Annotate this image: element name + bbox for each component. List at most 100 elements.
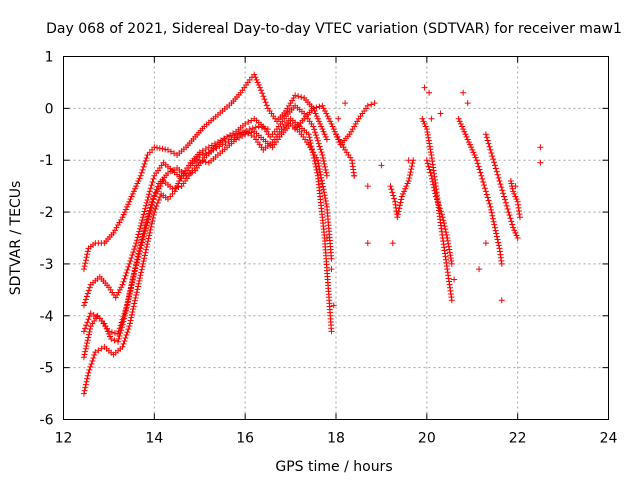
data-point-track-a	[154, 144, 161, 151]
data-point-track-e	[516, 214, 523, 221]
data-point-track-b	[312, 129, 319, 136]
data-point-track-c	[144, 238, 151, 245]
data-point-track-d	[136, 247, 143, 254]
data-point-track-b	[85, 316, 92, 323]
data-point-track-c	[145, 235, 152, 242]
data-point-track-b	[112, 294, 119, 301]
data-point-track-e	[441, 220, 448, 227]
data-point-track-d	[142, 222, 149, 229]
data-point-track-d	[149, 198, 156, 205]
data-point-track-e	[487, 203, 494, 210]
data-point-track-c	[131, 300, 138, 307]
data-point-track-e	[496, 177, 503, 184]
data-point-track-e	[424, 128, 431, 135]
data-point-track-e	[426, 166, 433, 173]
data-point-track-d	[87, 325, 94, 332]
data-point-track-e	[507, 177, 514, 184]
data-point-track-c	[138, 266, 145, 273]
data-point-track-e	[325, 115, 332, 122]
data-point-track-b	[316, 165, 323, 172]
data-point-scatter	[498, 297, 505, 304]
data-point-track-d	[249, 125, 256, 132]
data-point-track-a	[318, 123, 325, 130]
data-point-track-b	[321, 163, 328, 170]
data-point-track-c	[126, 323, 133, 330]
data-point-track-c	[144, 241, 151, 248]
data-point-track-d	[167, 168, 174, 175]
data-point-track-a	[136, 175, 143, 182]
data-point-track-b	[82, 325, 89, 332]
data-point-track-d	[130, 273, 137, 280]
data-point-track-a	[128, 193, 135, 200]
x-tick-label: 22	[509, 431, 527, 447]
data-point-track-e	[506, 212, 513, 219]
data-point-track-e	[481, 185, 488, 192]
x-tick-label: 16	[236, 431, 254, 447]
data-point-track-c	[214, 139, 221, 146]
data-point-track-b	[319, 183, 326, 190]
data-point-scatter	[421, 84, 428, 91]
data-point-track-a	[81, 263, 88, 270]
data-point-track-a	[253, 76, 260, 83]
data-point-track-d	[118, 324, 125, 331]
data-point-track-d	[148, 201, 155, 208]
data-point-track-c	[83, 378, 90, 385]
data-point-track-d	[131, 270, 138, 277]
data-point-track-e	[459, 123, 466, 130]
data-point-track-a	[125, 201, 132, 208]
data-point-track-e	[448, 297, 455, 304]
data-point-track-d	[152, 189, 159, 196]
x-tick-label: 20	[418, 431, 436, 447]
data-point-track-b	[323, 200, 330, 207]
x-tick-label: 12	[55, 431, 73, 447]
data-point-track-d	[123, 307, 130, 314]
data-point-track-d	[183, 172, 190, 179]
data-point-track-b	[83, 322, 90, 329]
data-point-scatter	[364, 183, 371, 190]
data-point-track-a	[138, 169, 145, 176]
data-point-track-b	[87, 310, 94, 317]
data-point-scatter	[476, 266, 483, 273]
data-points	[80, 71, 544, 397]
data-point-scatter	[351, 172, 358, 179]
data-point-track-d	[121, 312, 128, 319]
data-point-track-e	[490, 215, 497, 222]
data-point-track-a	[322, 133, 329, 140]
data-point-track-b	[85, 287, 92, 294]
data-point-track-d	[82, 348, 89, 355]
data-point-track-b	[128, 255, 135, 262]
data-point-track-b	[84, 290, 91, 297]
data-point-scatter	[428, 115, 435, 122]
x-tick-label: 18	[327, 431, 345, 447]
data-point-track-e	[313, 104, 320, 111]
data-point-track-c	[307, 140, 314, 147]
data-point-track-b	[322, 166, 329, 173]
data-point-track-c	[174, 183, 181, 190]
data-point-track-b	[136, 228, 143, 235]
data-point-track-e	[423, 126, 430, 133]
y-tick-label: -5	[40, 361, 54, 377]
data-point-track-c	[133, 289, 140, 296]
data-point-track-b	[315, 160, 322, 167]
data-point-track-c	[88, 360, 95, 367]
data-point-track-d	[102, 323, 109, 330]
data-point-track-e	[513, 196, 520, 203]
data-point-scatter	[426, 89, 433, 96]
data-point-track-e	[460, 126, 467, 133]
data-point-track-c	[312, 163, 319, 170]
y-tick-label: -3	[40, 257, 54, 273]
data-point-scatter	[328, 266, 335, 273]
data-point-track-a	[252, 74, 259, 81]
data-point-track-d	[111, 337, 118, 344]
data-point-track-e	[503, 202, 510, 209]
data-point-track-b	[322, 198, 329, 205]
data-point-track-d	[119, 321, 126, 328]
data-point-track-e	[425, 163, 432, 170]
data-point-track-c	[139, 263, 146, 270]
data-point-track-a	[314, 115, 321, 122]
data-point-track-b	[125, 263, 132, 270]
data-point-track-e	[491, 221, 498, 228]
data-point-track-e	[316, 103, 323, 110]
data-point-track-b	[320, 186, 327, 193]
data-point-track-e	[473, 157, 480, 164]
